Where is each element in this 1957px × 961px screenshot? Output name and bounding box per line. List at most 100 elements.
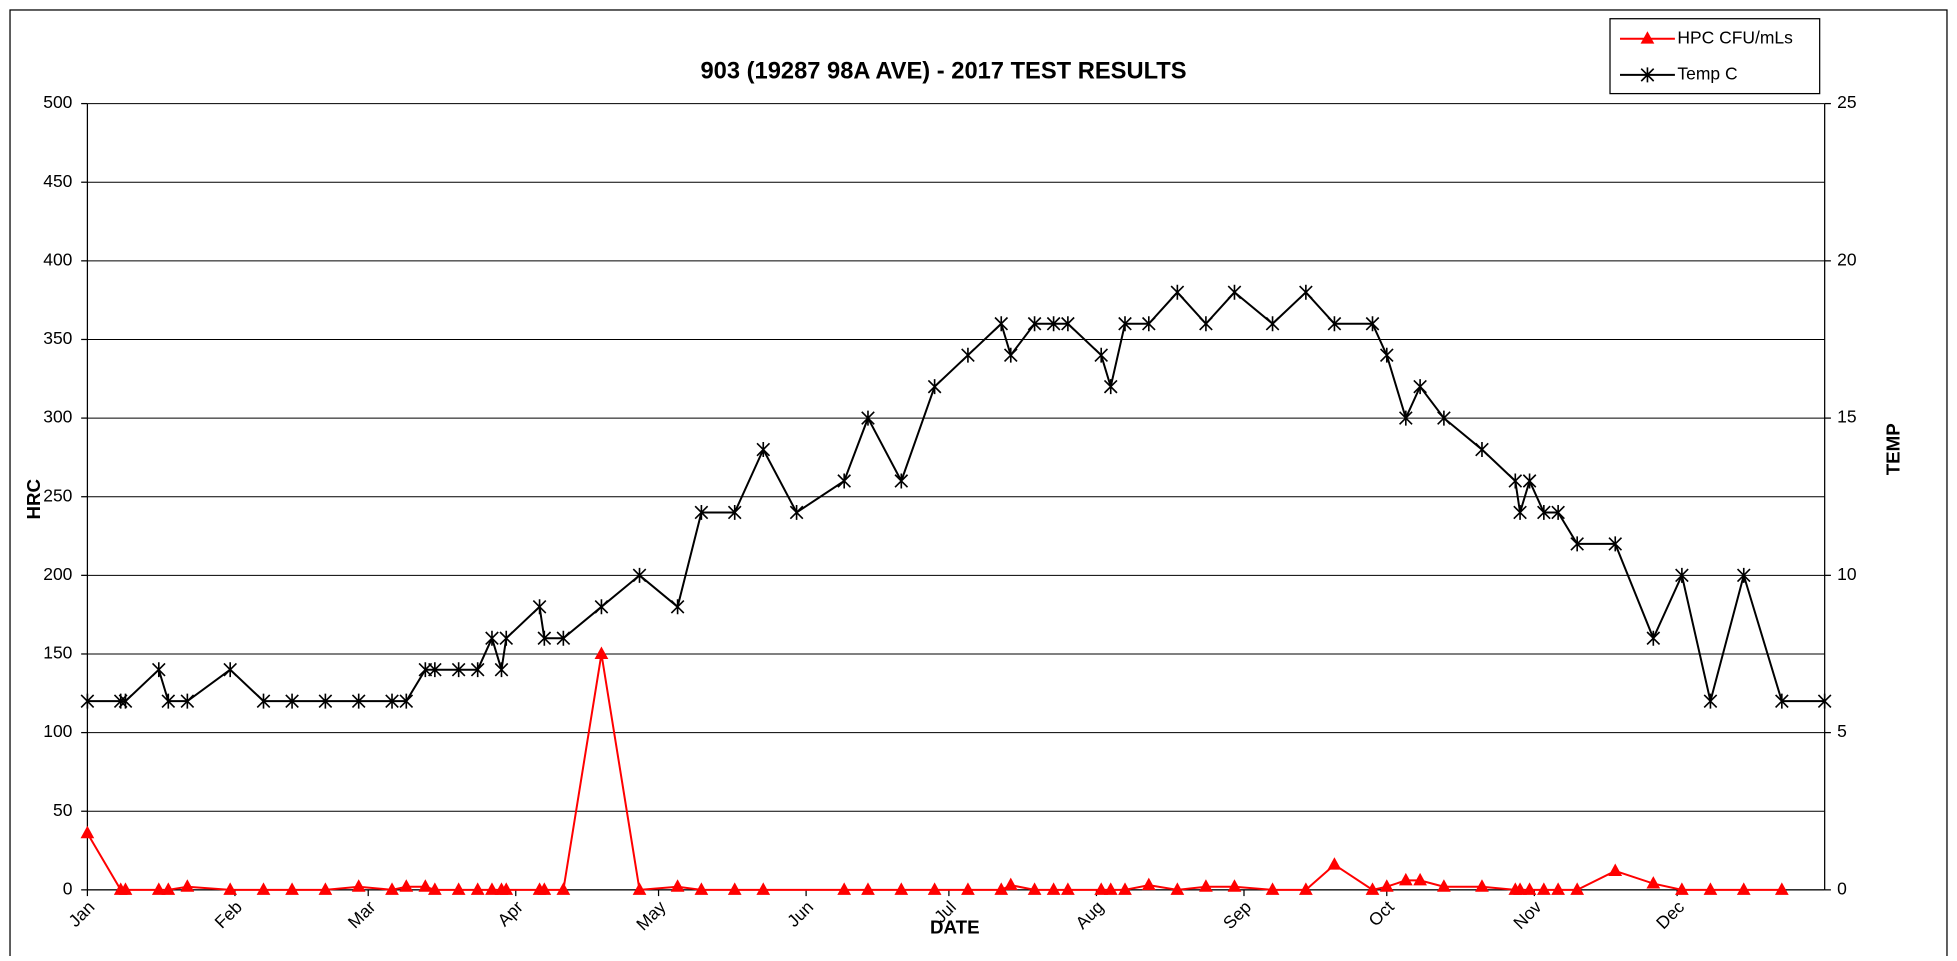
y-tick-label: 100: [43, 721, 72, 741]
x-tick-label: Jun: [783, 897, 817, 931]
y2-tick-label: 25: [1837, 92, 1856, 112]
marker: [1094, 882, 1109, 895]
marker: [1508, 473, 1523, 489]
marker: [151, 662, 166, 678]
marker: [351, 879, 366, 892]
marker: [1475, 442, 1489, 458]
marker: [1227, 879, 1242, 892]
marker: [1227, 284, 1242, 300]
marker: [1118, 316, 1132, 332]
marker: [1437, 879, 1451, 892]
marker: [1775, 693, 1789, 709]
marker: [285, 882, 299, 895]
marker: [1398, 872, 1413, 886]
marker: [861, 410, 875, 426]
marker: [485, 882, 499, 895]
marker: [161, 882, 176, 895]
marker: [1640, 67, 1655, 83]
marker: [1551, 882, 1565, 895]
marker: [1141, 877, 1156, 891]
marker: [470, 882, 485, 895]
marker: [1327, 857, 1342, 870]
x-tick-label: May: [632, 897, 670, 935]
marker: [80, 693, 95, 709]
marker: [1774, 882, 1789, 895]
marker: [670, 879, 685, 892]
y-tick-label: 250: [43, 485, 72, 505]
y-tick-label: 0: [63, 878, 73, 898]
marker: [285, 693, 299, 709]
marker: [789, 504, 804, 520]
marker: [80, 825, 95, 839]
x-tick-label: Jan: [64, 897, 98, 931]
marker: [532, 599, 547, 615]
marker: [428, 662, 442, 678]
marker: [1379, 347, 1394, 363]
marker: [594, 599, 609, 615]
marker: [1365, 882, 1380, 895]
x-tick-label: Aug: [1071, 897, 1107, 933]
marker: [894, 473, 909, 489]
marker: [1537, 504, 1551, 520]
marker: [385, 882, 399, 895]
marker: [1646, 876, 1661, 889]
marker: [727, 504, 742, 520]
y-tick-label: 150: [43, 643, 72, 663]
y2-tick-label: 20: [1837, 249, 1857, 269]
marker: [1365, 316, 1380, 332]
marker: [1675, 882, 1689, 895]
x-tick-label: Apr: [493, 897, 526, 930]
marker: [1646, 630, 1661, 646]
marker: [318, 693, 333, 709]
marker: [470, 662, 485, 678]
marker: [1399, 410, 1413, 426]
y-tick-label: 50: [53, 800, 73, 820]
y2-axis-label: TEMP: [1883, 423, 1904, 475]
marker: [1003, 877, 1018, 891]
marker: [451, 882, 466, 895]
marker: [223, 662, 238, 678]
series-line: [86, 653, 1782, 891]
marker: [1513, 504, 1527, 520]
marker: [756, 442, 771, 458]
marker: [1522, 473, 1537, 489]
marker: [1094, 347, 1109, 363]
marker: [694, 882, 709, 895]
marker: [494, 662, 509, 678]
marker: [594, 646, 609, 659]
marker: [556, 630, 571, 646]
marker: [1265, 316, 1280, 332]
marker: [385, 693, 399, 709]
marker: [256, 693, 271, 709]
marker: [1046, 882, 1061, 895]
marker: [927, 882, 942, 895]
marker: [1170, 284, 1185, 300]
marker: [1475, 879, 1489, 892]
y2-tick-label: 15: [1837, 407, 1856, 427]
x-tick-label: Feb: [211, 897, 246, 932]
x-tick-label: Dec: [1652, 897, 1688, 933]
marker: [1327, 316, 1342, 332]
marker: [961, 882, 975, 895]
marker: [837, 473, 851, 489]
marker: [399, 693, 414, 709]
marker: [1199, 879, 1213, 892]
y-axis-label: HRC: [23, 479, 44, 520]
marker: [1536, 882, 1551, 895]
x-tick-label: Oct: [1364, 897, 1397, 930]
y-tick-label: 350: [43, 328, 72, 348]
marker: [861, 882, 875, 895]
marker: [1413, 379, 1427, 395]
marker: [118, 882, 133, 895]
marker: [180, 879, 195, 892]
legend-label: HPC CFU/mLs: [1677, 27, 1793, 47]
marker: [1437, 410, 1451, 426]
marker: [1141, 316, 1156, 332]
marker: [1170, 882, 1185, 895]
marker: [894, 882, 909, 895]
y-tick-label: 450: [43, 171, 72, 191]
marker: [499, 630, 514, 646]
marker: [927, 379, 942, 395]
marker: [727, 882, 742, 895]
